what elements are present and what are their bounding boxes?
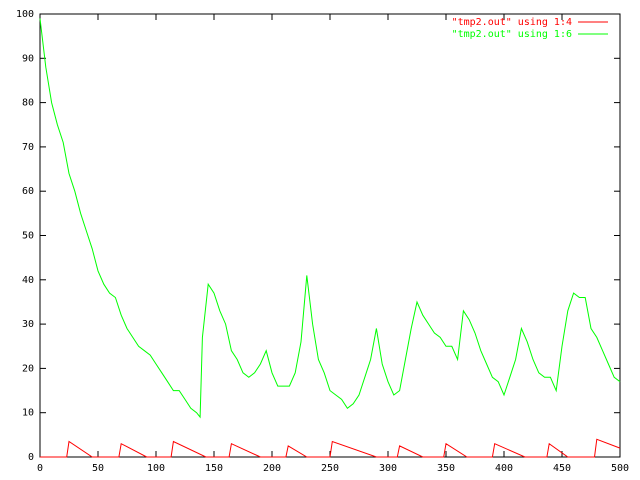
x-tick-label: 350: [437, 463, 455, 474]
y-tick-label: 50: [22, 231, 34, 242]
y-tick-label: 70: [22, 142, 34, 153]
x-tick-label: 300: [379, 463, 397, 474]
x-tick-label: 50: [92, 463, 104, 474]
x-tick-label: 250: [321, 463, 339, 474]
x-tick-label: 450: [553, 463, 571, 474]
series-line: [40, 438, 621, 458]
y-tick-label: 0: [28, 452, 34, 463]
legend-label: "tmp2.out" using 1:4: [452, 17, 572, 28]
x-tick-label: 150: [205, 463, 223, 474]
y-tick-label: 60: [22, 186, 34, 197]
y-tick-label: 10: [22, 408, 34, 419]
x-tick-label: 100: [147, 463, 165, 474]
series-line: [39, 18, 621, 419]
x-tick-label: 0: [37, 463, 43, 474]
y-tick-label: 20: [22, 363, 34, 374]
x-tick-label: 400: [495, 463, 513, 474]
x-tick-label: 200: [263, 463, 281, 474]
y-tick-label: 40: [22, 275, 34, 286]
legend-label: "tmp2.out" using 1:6: [452, 29, 572, 40]
y-tick-label: 30: [22, 319, 34, 330]
y-tick-label: 80: [22, 98, 34, 109]
x-tick-label: 500: [611, 463, 629, 474]
y-tick-label: 100: [16, 9, 34, 20]
y-tick-label: 90: [22, 53, 34, 64]
